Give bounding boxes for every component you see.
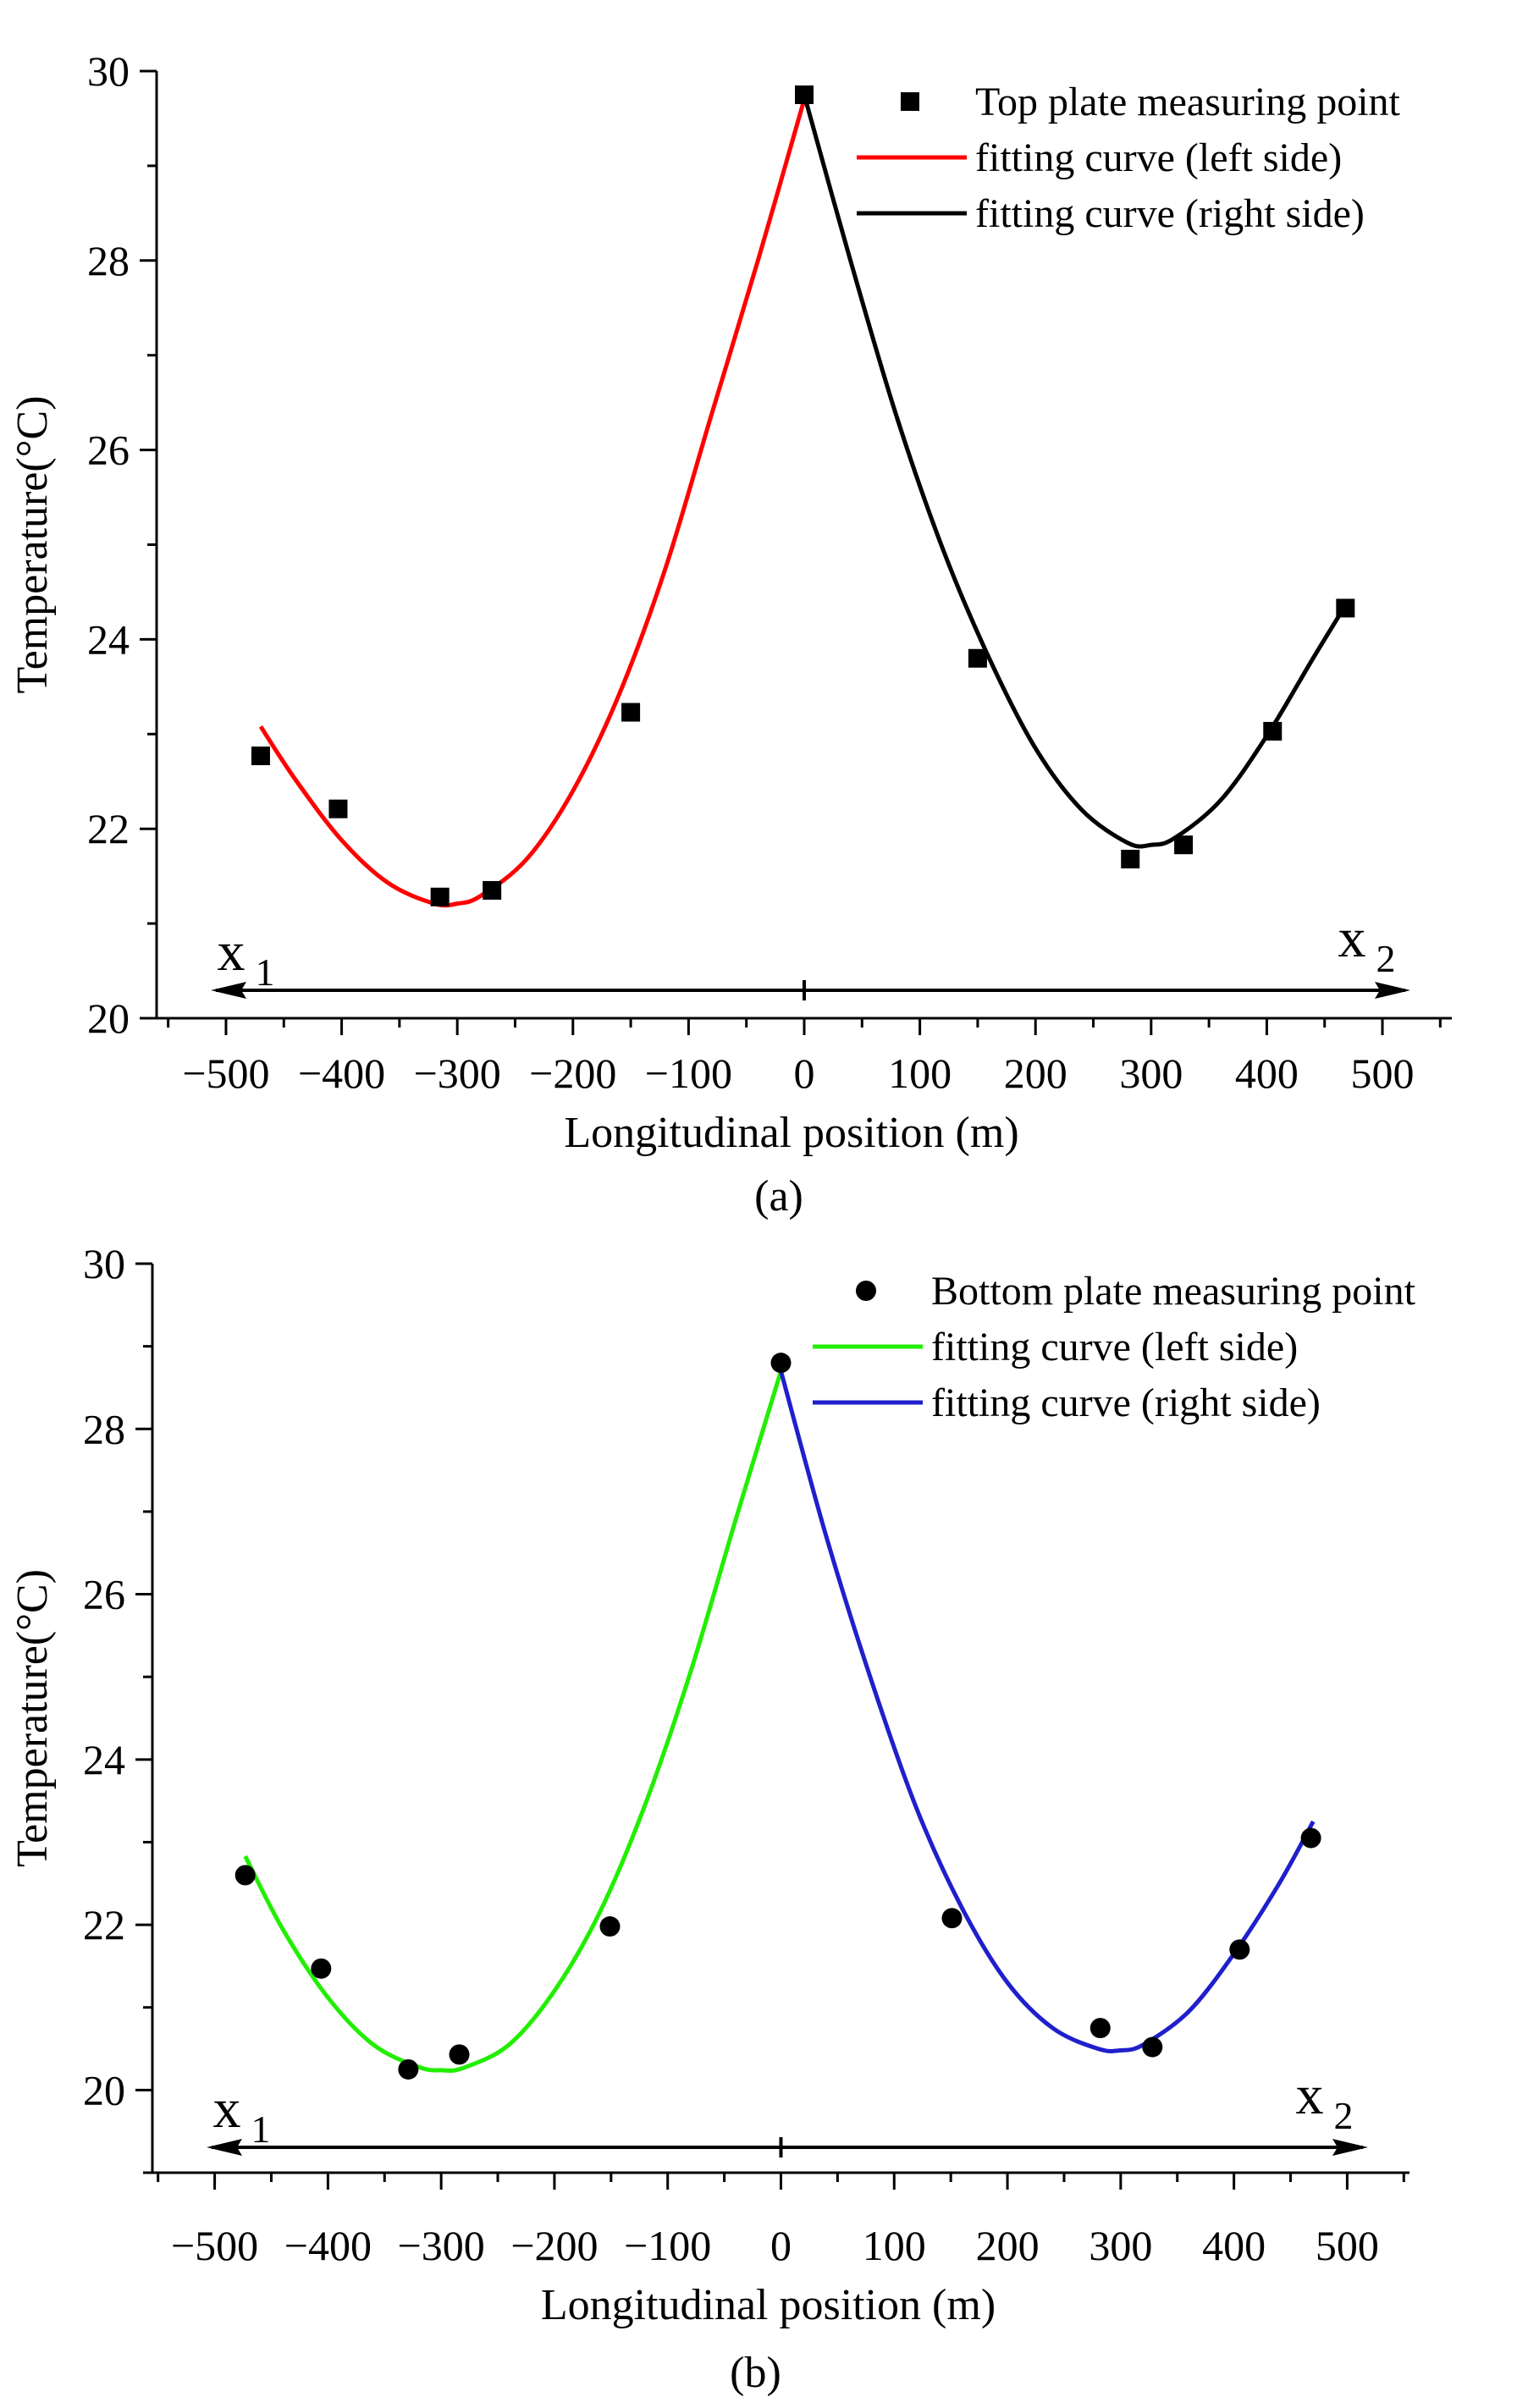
x-tick-label: 500 [1351,1050,1415,1097]
x-tick-label: 200 [976,2222,1040,2269]
x1-subscript: 1 [251,2108,271,2151]
y-tick-label: 26 [83,1571,125,1618]
arrowhead-left-icon [211,982,246,999]
x2-label: x [1296,2064,1324,2126]
x-tick-label: 300 [1119,1050,1183,1097]
data-point [1121,850,1140,869]
data-point [795,85,814,104]
data-point [1336,598,1355,618]
data-point [1089,2018,1111,2039]
x-tick-label: −200 [510,2222,598,2269]
y-tick-label: 26 [87,427,130,474]
x2-subscript: 2 [1376,937,1396,980]
x-tick-label: 300 [1089,2222,1152,2269]
y-tick-label: 22 [87,805,130,852]
y-axis-title: Temperature(°C) [8,395,57,693]
x2-label: x [1338,907,1366,969]
data-point [398,2058,419,2080]
x-tick-label: −100 [645,1050,732,1097]
x-tick-label: 0 [794,1050,815,1097]
legend-label-left-fit: fitting curve (left side) [931,1325,1298,1369]
data-point [599,1916,621,1937]
legend-marker-square-icon [901,92,919,111]
x1-subscript: 1 [256,951,275,994]
y-tick-label: 30 [83,1240,125,1287]
data-point [941,1908,963,1929]
data-point [483,880,502,900]
y-tick-label: 24 [87,615,130,663]
data-point [621,703,641,722]
data-point [770,1353,792,1374]
data-point [1300,1827,1321,1849]
legend-label-right-fit: fitting curve (right side) [975,191,1365,236]
data-point [251,747,270,766]
x-axis-title: Longitudinal position (m) [541,2281,996,2329]
y-tick-label: 28 [83,1405,125,1452]
data-point [430,887,450,906]
x-tick-label: −500 [182,1050,269,1097]
x2-subscript: 2 [1334,2094,1354,2137]
x-tick-label: −200 [529,1050,616,1097]
y-tick-label: 20 [87,995,130,1042]
data-point [1142,2036,1163,2058]
data-point [1229,1939,1250,1960]
x-tick-label: 500 [1316,2222,1379,2269]
data-point [449,2044,470,2065]
x1-label: x [218,921,245,983]
legend-label-points: Bottom plate measuring point [931,1269,1416,1314]
x-tick-label: −100 [624,2222,711,2269]
x-tick-label: 200 [1004,1050,1067,1097]
y-tick-label: 22 [83,1901,125,1948]
x-tick-label: 0 [770,2222,792,2269]
data-point [1263,721,1283,741]
x-tick-label: 100 [888,1050,952,1097]
x-axis-title: Longitudinal position (m) [564,1109,1018,1157]
x-tick-label: −400 [284,2222,372,2269]
arrowhead-left-icon [207,2139,242,2156]
arrowhead-right-icon [1332,2139,1368,2156]
x1-label: x [213,2078,241,2140]
legend-label-left-fit: fitting curve (left side) [975,135,1342,180]
x-tick-label: 100 [863,2222,926,2269]
y-axis-title: Temperature(°C) [8,1569,57,1867]
left-fit-curve [258,98,807,908]
data-point [968,648,987,668]
panel-label: (a) [754,1172,803,1221]
legend-marker-circle-icon [856,1281,876,1301]
x-tick-label: −400 [298,1050,385,1097]
y-tick-label: 30 [87,47,130,95]
x-tick-label: −300 [414,1050,501,1097]
panel-label: (b) [730,2349,781,2397]
right-fit-curve [802,94,1350,849]
data-point [311,1958,332,1979]
data-point [328,799,348,818]
x-tick-label: −300 [398,2222,485,2269]
left-fit-curve [243,1370,783,2073]
y-tick-label: 24 [83,1736,125,1783]
right-fit-curve [779,1370,1316,2053]
x-tick-label: 400 [1202,2222,1266,2269]
arrowhead-right-icon [1375,982,1410,999]
data-point [234,1865,256,1886]
data-point [1174,835,1194,855]
legend-label-right-fit: fitting curve (right side) [931,1380,1321,1425]
chart-panel-a: −500 −400 −300 −200 −100 0 100 200 300 400 5002022… [8,47,1452,1221]
legend-label-points: Top plate measuring point [975,80,1401,124]
x-tick-label: −500 [171,2222,258,2269]
chart-panel-b: −500 −400 −300 −200 −100 0 100 200 300 400 5002022… [8,1240,1416,2397]
y-tick-label: 28 [87,237,130,284]
y-tick-label: 20 [83,2066,125,2113]
x-tick-label: 400 [1235,1050,1299,1097]
